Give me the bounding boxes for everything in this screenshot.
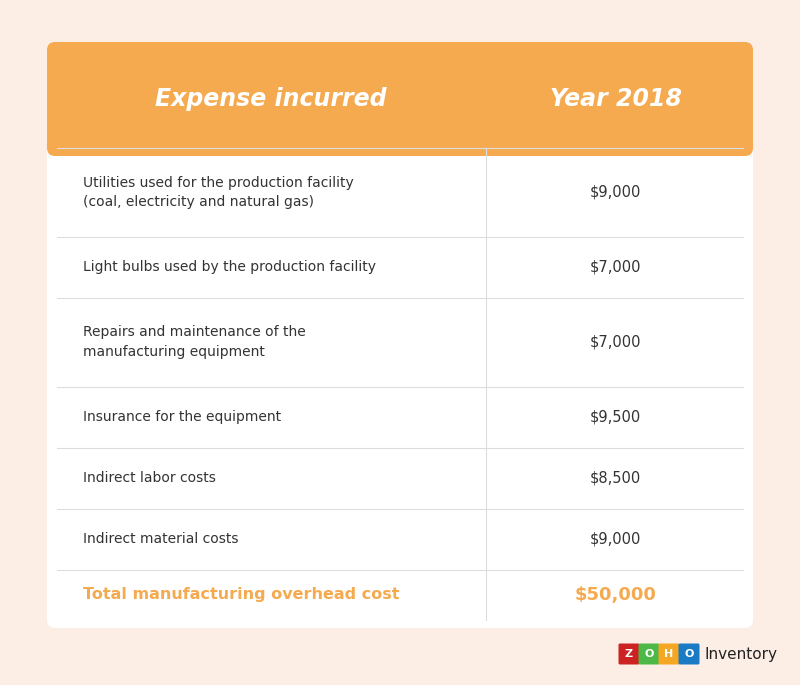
Text: Indirect labor costs: Indirect labor costs	[83, 471, 216, 485]
Text: Insurance for the equipment: Insurance for the equipment	[83, 410, 281, 424]
FancyBboxPatch shape	[678, 643, 699, 664]
Text: Z: Z	[625, 649, 633, 659]
Text: Indirect material costs: Indirect material costs	[83, 532, 238, 547]
Text: $7,000: $7,000	[590, 335, 642, 349]
Text: Light bulbs used by the production facility: Light bulbs used by the production facil…	[83, 260, 376, 274]
Text: H: H	[664, 649, 674, 659]
Text: Total manufacturing overhead cost: Total manufacturing overhead cost	[83, 588, 399, 603]
Text: $9,000: $9,000	[590, 185, 642, 200]
FancyBboxPatch shape	[47, 42, 494, 156]
Text: O: O	[684, 649, 694, 659]
FancyBboxPatch shape	[638, 643, 659, 664]
Text: $9,500: $9,500	[590, 410, 642, 425]
FancyBboxPatch shape	[618, 643, 639, 664]
Text: Utilities used for the production facility
(coal, electricity and natural gas): Utilities used for the production facili…	[83, 175, 354, 209]
Text: Expense incurred: Expense incurred	[155, 87, 386, 111]
Text: $9,000: $9,000	[590, 532, 642, 547]
Text: Repairs and maintenance of the
manufacturing equipment: Repairs and maintenance of the manufactu…	[83, 325, 306, 359]
FancyBboxPatch shape	[658, 643, 679, 664]
Text: O: O	[644, 649, 654, 659]
Text: Inventory: Inventory	[705, 647, 778, 662]
FancyBboxPatch shape	[47, 42, 753, 628]
Text: Year 2018: Year 2018	[550, 87, 682, 111]
Bar	[486, 133, 745, 148]
Bar	[55, 133, 486, 148]
Text: $7,000: $7,000	[590, 260, 642, 275]
Text: $8,500: $8,500	[590, 471, 642, 486]
Text: $50,000: $50,000	[574, 586, 657, 604]
FancyBboxPatch shape	[478, 42, 753, 156]
